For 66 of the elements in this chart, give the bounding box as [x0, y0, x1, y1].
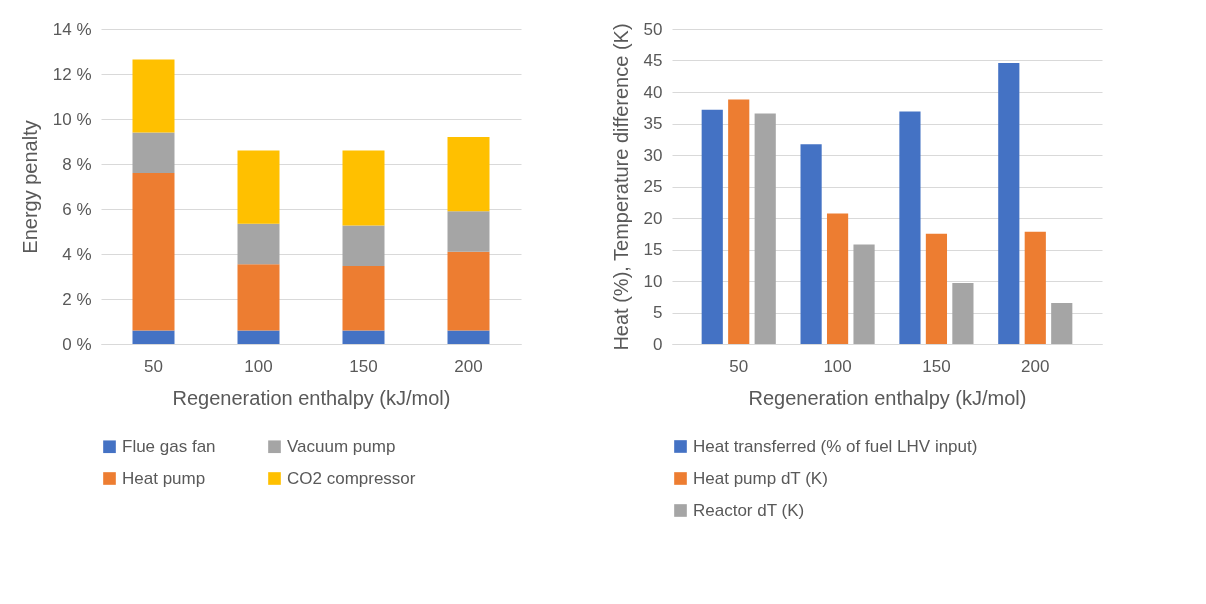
bar	[342, 225, 385, 266]
x-tick-label: 100	[823, 356, 852, 376]
x-tick-label: 200	[454, 356, 483, 376]
y-tick-label: 45	[643, 51, 663, 70]
x-tick-label: 150	[922, 356, 951, 376]
y-tick-label: 6 %	[62, 199, 92, 219]
y-tick-label: 30	[643, 145, 663, 165]
bar	[952, 282, 974, 344]
bar	[342, 330, 385, 344]
bar	[826, 213, 849, 344]
bar	[237, 264, 280, 331]
y-tick-label: 10	[643, 271, 663, 291]
bar	[701, 109, 723, 344]
x-tick-label: 50	[729, 356, 749, 376]
bar	[342, 150, 385, 226]
y-tick-label: 0 %	[62, 334, 92, 354]
legend-label: Heat transferred (% of fuel LHV input)	[693, 436, 978, 456]
y-tick-label: 10 %	[52, 109, 92, 129]
legend-label: Heat pump dT (K)	[693, 468, 828, 488]
x-axis-title: Regeneration enthalpy (kJ/mol)	[172, 386, 451, 409]
legend-label: Reactor dT (K)	[693, 500, 805, 520]
bar	[728, 99, 750, 344]
bar	[899, 111, 921, 344]
bar	[800, 144, 822, 344]
y-tick-label: 4 %	[62, 244, 92, 264]
bar	[237, 330, 280, 344]
y-tick-label: 14 %	[52, 19, 92, 39]
bar	[998, 63, 1020, 344]
bar	[447, 137, 490, 212]
x-tick-label: 150	[349, 356, 378, 376]
y-axis-title: Heat (%), Temperature difference (K)	[609, 23, 632, 351]
y-tick-label: 50	[643, 19, 663, 39]
legend-label: Heat pump	[122, 468, 206, 488]
bar	[447, 330, 490, 344]
bar	[132, 173, 175, 331]
legend-label: CO2 compressor	[287, 468, 416, 488]
bar	[447, 251, 490, 331]
bar	[237, 223, 280, 265]
x-tick-label: 100	[244, 356, 273, 376]
y-tick-label: 0	[653, 334, 663, 354]
bar	[1024, 231, 1046, 344]
bar	[132, 59, 175, 133]
x-axis-title: Regeneration enthalpy (kJ/mol)	[748, 386, 1027, 409]
bar	[1051, 303, 1073, 344]
y-tick-label: 2 %	[62, 289, 92, 309]
bar	[754, 113, 776, 344]
y-tick-label: 25	[643, 177, 663, 196]
y-tick-label: 20	[643, 208, 663, 228]
y-tick-label: 8 %	[62, 154, 92, 174]
y-tick-label: 5	[653, 303, 663, 322]
y-tick-label: 15	[643, 240, 663, 259]
bar	[853, 244, 875, 344]
bar	[342, 265, 385, 331]
bar	[132, 132, 175, 173]
y-axis-title: Energy penalty	[18, 120, 41, 254]
x-tick-label: 200	[1021, 356, 1050, 376]
x-tick-label: 50	[144, 356, 163, 376]
y-tick-label: 12 %	[52, 64, 92, 84]
bar	[447, 211, 490, 252]
legend-label: Flue gas fan	[122, 436, 216, 456]
bar	[132, 330, 175, 344]
y-tick-label: 35	[643, 114, 663, 133]
y-tick-label: 40	[643, 82, 663, 102]
bar	[925, 233, 948, 344]
legend-label: Vacuum pump	[287, 436, 396, 456]
bar	[237, 150, 280, 224]
